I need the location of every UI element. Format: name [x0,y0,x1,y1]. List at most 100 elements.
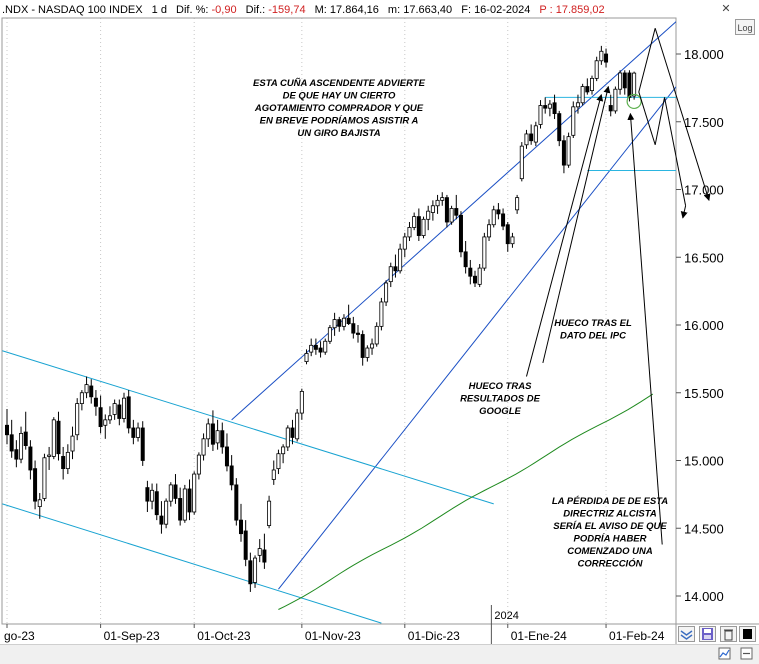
candle-55 [262,533,267,569]
candle-11 [56,411,61,461]
candle-body-13 [65,451,70,470]
candle-body-19 [93,397,98,407]
candle-body-90 [426,210,431,220]
candle-body-17 [84,384,89,394]
candle-body-126 [594,60,599,79]
candle-97 [458,211,463,258]
status-link-icon[interactable] [740,647,753,660]
candle-body-56 [267,500,272,526]
candle-body-23 [112,403,117,415]
y-tick-label-16000: 16.000 [684,318,724,333]
candle-125 [590,75,595,95]
candle-body-32 [154,491,159,516]
candle-body-36 [173,484,178,499]
candle-109 [515,194,520,214]
candle-body-49 [234,484,239,521]
black-square-icon[interactable] [739,626,756,642]
candle-123 [580,83,585,106]
candle-121 [571,101,576,139]
candle-35 [168,482,173,507]
candle-98 [463,240,468,274]
candle-100 [472,270,477,288]
candle-body-87 [412,216,417,228]
arrow-4 [654,28,711,202]
candle-body-105 [496,209,501,215]
y-tick-label-14000: 14.000 [684,589,724,604]
candle-body-46 [220,430,225,448]
candle-body-82 [388,266,393,283]
candle-body-66 [313,344,318,350]
candle-body-12 [61,456,66,470]
trash-icon[interactable] [720,626,737,642]
candle-body-59 [281,446,286,455]
candle-69 [327,325,332,344]
log-scale-icon[interactable]: Log [735,19,755,35]
candle-67 [318,341,323,358]
y-tick-label-16500: 16.500 [684,250,724,265]
candle-134 [632,71,637,100]
high-value: 17.864,16 [329,4,379,16]
candle-112 [529,124,534,145]
candle-43 [206,418,211,447]
candle-114 [538,100,543,129]
candle-body-97 [458,214,463,253]
candle-7 [37,493,42,519]
candle-body-70 [332,319,337,329]
candle-body-73 [346,317,351,325]
candle-34 [164,498,169,529]
status-bar [0,644,759,664]
candle-17 [84,376,89,399]
candle-93 [440,192,445,206]
google-note-line-1: RESULTADOS DE [460,394,541,405]
candle-body-29 [140,427,145,461]
candle-25 [122,392,127,423]
candle-body-94 [444,197,449,223]
status-chart-icon[interactable] [718,647,731,660]
arrow-1 [542,85,611,364]
candle-56 [267,495,272,529]
candle-105 [496,203,501,220]
candle-6 [33,460,38,510]
candle-70 [332,312,337,336]
candle-23 [112,399,117,420]
candle-24 [117,399,122,426]
candle-16 [79,390,84,411]
line-moving-average [278,393,654,610]
support-note-line-4: COMENZADO UNA [567,546,653,557]
date-value: 16-02-2024 [474,4,531,16]
google-note-line-2: GOOGLE [479,406,521,417]
candle-body-53 [253,557,258,583]
x-tick-label-0: go-23 [4,629,35,643]
candle-body-26 [126,396,131,429]
candle-body-103 [487,224,492,238]
candle-body-39 [187,488,192,513]
candle-103 [487,219,492,241]
candle-117 [552,94,557,120]
candle-body-54 [257,548,262,556]
candle-body-114 [538,105,543,125]
candle-60 [285,425,290,452]
trendlines [2,21,676,624]
candle-63 [299,388,304,420]
candle-124 [585,78,590,95]
candle-body-35 [168,484,173,502]
candle-body-84 [398,248,403,272]
candle-body-8 [42,457,47,499]
save-icon[interactable] [699,626,716,642]
candle-body-62 [295,412,300,440]
chart-header: .NDX - NASDAQ 100 INDEX 1 d Dif. %: -0,9… [2,1,605,19]
close-icon[interactable]: ✕ [721,3,731,15]
candle-body-43 [206,423,211,440]
candle-71 [337,316,342,332]
candle-83 [393,254,398,278]
candle-body-20 [98,407,103,428]
candle-body-86 [407,227,412,238]
candle-107 [505,222,510,252]
support-note-line-0: LA PÉRDIDA DE DE ESTA [552,496,668,507]
candle-body-34 [164,500,169,525]
candle-73 [346,304,351,325]
wedge-note-line-0: ESTA CUÑA ASCENDENTE ADVIERTE [253,78,426,89]
fit-double-chevron-icon[interactable] [678,626,695,642]
x-tick-label-5: 01-Ene-24 [511,629,567,643]
